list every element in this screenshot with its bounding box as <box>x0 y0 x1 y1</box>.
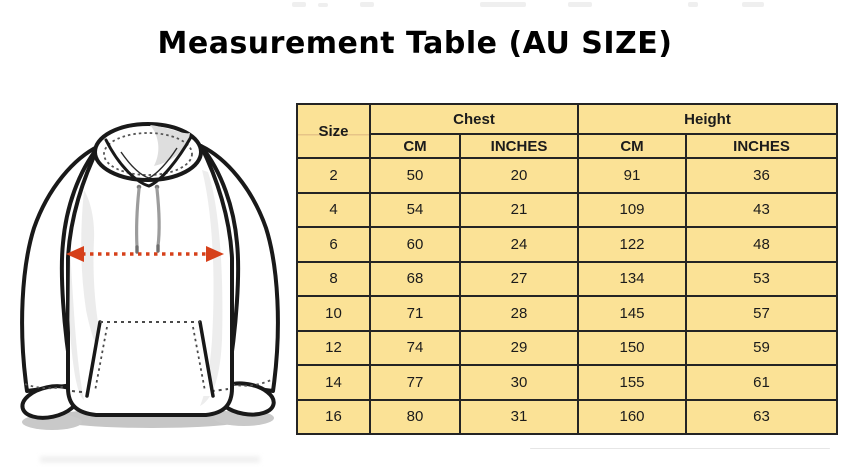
size-column-header: Size <box>296 103 371 159</box>
chest-inches-cell: 28 <box>459 295 579 332</box>
height-inches-cell: 53 <box>684 260 839 297</box>
height-inches-cell: 57 <box>684 295 839 332</box>
chest-cm-cell: 77 <box>369 364 461 401</box>
table-row: 14 77 30 155 61 <box>296 364 839 401</box>
scan-artifact <box>742 2 764 7</box>
table-row: 12 74 29 150 59 <box>296 329 839 366</box>
scan-artifact <box>318 3 328 7</box>
height-cm-cell: 150 <box>577 329 687 366</box>
size-cell: 10 <box>296 295 371 332</box>
height-cm-cell: 109 <box>577 191 687 228</box>
height-cm-cell: 160 <box>577 398 687 435</box>
height-cm-cell: 155 <box>577 364 687 401</box>
hoodie-hood <box>93 122 203 188</box>
hood-drawstrings <box>135 184 161 254</box>
chest-inches-cell: 27 <box>459 260 579 297</box>
table-group-header-row: Size Chest Height <box>296 103 839 159</box>
scan-artifact <box>688 2 698 7</box>
measurement-table: Size Chest Height CM INCHES CM INCHES 2 … <box>296 103 839 435</box>
height-inches-cell: 48 <box>684 226 839 263</box>
height-inches-cell: 59 <box>684 329 839 366</box>
scan-artifact <box>292 2 306 7</box>
table-unit-header-row: CM INCHES CM INCHES <box>297 133 839 159</box>
table-row: 6 60 24 122 48 <box>296 226 839 263</box>
height-cm-header: CM <box>577 133 687 159</box>
table-row: 4 54 21 109 43 <box>296 191 839 228</box>
chest-cm-header: CM <box>369 133 461 159</box>
height-inches-header: INCHES <box>684 133 839 159</box>
chest-group-header: Chest <box>369 103 579 135</box>
size-cell: 4 <box>296 191 371 228</box>
scan-artifact <box>360 2 374 7</box>
chest-measure-arrow <box>66 246 224 262</box>
size-cell: 6 <box>296 226 371 263</box>
chest-cm-cell: 68 <box>369 260 461 297</box>
scan-artifact <box>480 2 526 7</box>
table-row: 10 71 28 145 57 <box>296 295 839 332</box>
size-cell: 8 <box>296 260 371 297</box>
hoodie-cuffs <box>20 379 276 420</box>
scan-artifact <box>40 456 260 463</box>
chest-inches-cell: 29 <box>459 329 579 366</box>
chest-inches-cell: 31 <box>459 398 579 435</box>
size-cell: 16 <box>296 398 371 435</box>
chest-cm-cell: 74 <box>369 329 461 366</box>
hoodie-sleeves <box>20 144 280 393</box>
size-cell: 14 <box>296 364 371 401</box>
chest-cm-cell: 54 <box>369 191 461 228</box>
chest-cm-cell: 50 <box>369 157 461 194</box>
table-row: 16 80 31 160 63 <box>296 398 839 435</box>
height-cm-cell: 134 <box>577 260 687 297</box>
hoodie-illustration <box>0 100 300 445</box>
hoodie-line-drawing <box>20 122 280 430</box>
page-title: Measurement Table (AU SIZE) <box>157 26 673 61</box>
size-cell: 2 <box>296 157 371 194</box>
chest-cm-cell: 71 <box>369 295 461 332</box>
table-row: 8 68 27 134 53 <box>296 260 839 297</box>
scan-artifact <box>530 448 830 449</box>
height-group-header: Height <box>576 103 839 135</box>
height-cm-cell: 91 <box>577 157 687 194</box>
height-cm-cell: 122 <box>577 226 687 263</box>
height-inches-cell: 61 <box>684 364 839 401</box>
chest-cm-cell: 60 <box>369 226 461 263</box>
chest-inches-cell: 20 <box>459 157 579 194</box>
hoodie-shading <box>69 170 223 406</box>
height-cm-cell: 145 <box>577 295 687 332</box>
kangaroo-pocket <box>85 320 215 398</box>
chest-inches-cell: 24 <box>459 226 579 263</box>
chest-cm-cell: 80 <box>369 398 461 435</box>
chest-inches-cell: 21 <box>459 191 579 228</box>
scan-artifact <box>568 2 592 7</box>
height-inches-cell: 36 <box>684 157 839 194</box>
chest-inches-cell: 30 <box>459 364 579 401</box>
size-cell: 12 <box>296 329 371 366</box>
height-inches-cell: 63 <box>684 398 839 435</box>
chest-inches-header: INCHES <box>459 133 579 159</box>
table-row: 2 50 20 91 36 <box>296 157 839 194</box>
height-inches-cell: 43 <box>684 191 839 228</box>
